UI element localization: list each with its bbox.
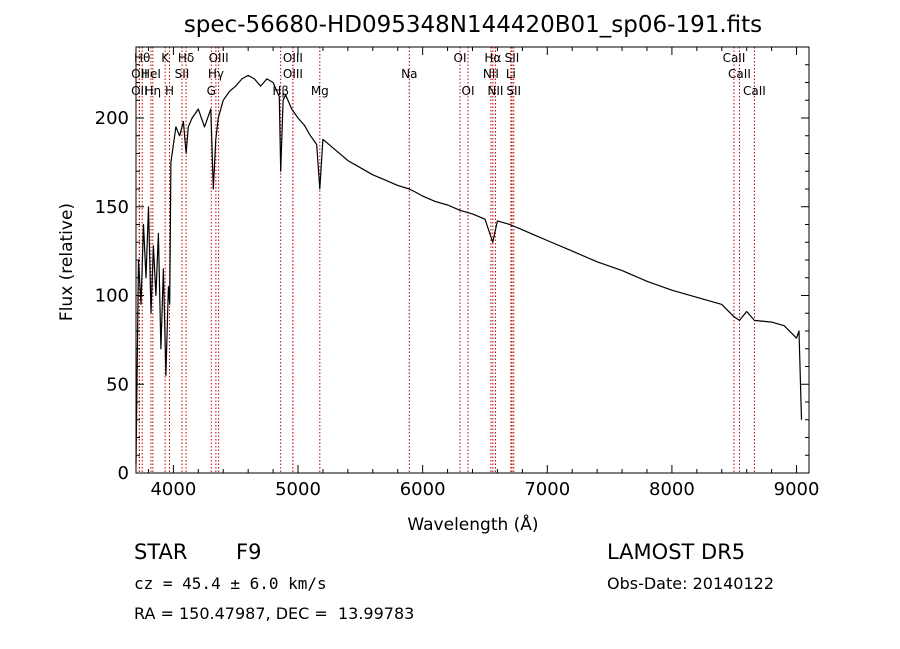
redshift-velocity: cz = 45.4 ± 6.0 km/s [134,574,327,593]
survey-name: LAMOST DR5 [607,540,746,564]
spectral-line-label: NII [487,84,503,98]
x-tick-label: 7000 [524,479,570,500]
y-tick-label: 50 [106,374,129,395]
spectral-line-label: NII [483,67,499,81]
spectral-line-label: SII [505,51,520,65]
coordinates: RA = 150.47987, DEC = 13.99783 [134,604,415,623]
y-tick-label: 200 [95,108,129,129]
spectral-line-label: Hβ [272,84,289,98]
spectral-class: F9 [236,540,262,564]
x-tick-label: 9000 [774,479,820,500]
spectral-line-label: Hη [145,84,162,98]
spectral-line-label: Na [401,67,417,81]
spectral-line-label: CaII [728,67,751,81]
spectral-line-label: OIII [283,51,303,65]
spectral-line-label: Hδ [178,51,194,65]
spectral-line-label: HeI [141,67,161,81]
spectrum-series [135,74,803,465]
plot-frame [135,46,810,474]
x-tick-label: 8000 [649,479,695,500]
spectral-line-label: OIII [283,67,303,81]
spectral-line-label: Hθ [134,51,150,65]
chart-title: spec-56680-HD095348N144420B01_sp06-191.f… [184,12,762,38]
x-tick-label: 4000 [150,479,196,500]
y-tick-label: 100 [95,286,129,307]
observation-date: Obs-Date: 20140122 [607,574,775,593]
spectral-line-label: OII [131,67,148,81]
y-tick-label: 0 [118,463,129,484]
x-axis-label: Wavelength (Å) [407,513,538,535]
y-axis-label: Flux (relative) [57,203,77,321]
spectral-line-label: OI [454,51,467,65]
x-tick-label: 5000 [275,479,321,500]
y-tick-label: 150 [95,197,129,218]
spectrum-line [135,74,803,465]
spectral-line-label: Hα [484,51,501,65]
spectral-line-markers [138,47,755,473]
spectral-line-label: H [165,84,174,98]
spectral-line-label: G [207,84,216,98]
spectral-line-label: OI [462,84,475,98]
spectral-line-label: Hγ [208,67,224,81]
spectral-line-label: Li [506,67,516,81]
object-type: STAR [134,540,188,564]
axis-ticks: 4000 5000 6000 7000 8000 9000 0 50 100 150 200 [95,47,820,500]
spectral-line-label: OII [131,84,148,98]
spectral-line-label: CaII [723,51,746,65]
spectral-line-label: Mg [311,84,329,98]
spectral-line-label: K [161,51,170,65]
spectral-line-label: CaII [743,84,766,98]
spectral-line-label: SII [175,67,190,81]
spectral-line-label: SII [506,84,521,98]
x-tick-label: 6000 [400,479,446,500]
spectral-line-label: OIII [209,51,229,65]
